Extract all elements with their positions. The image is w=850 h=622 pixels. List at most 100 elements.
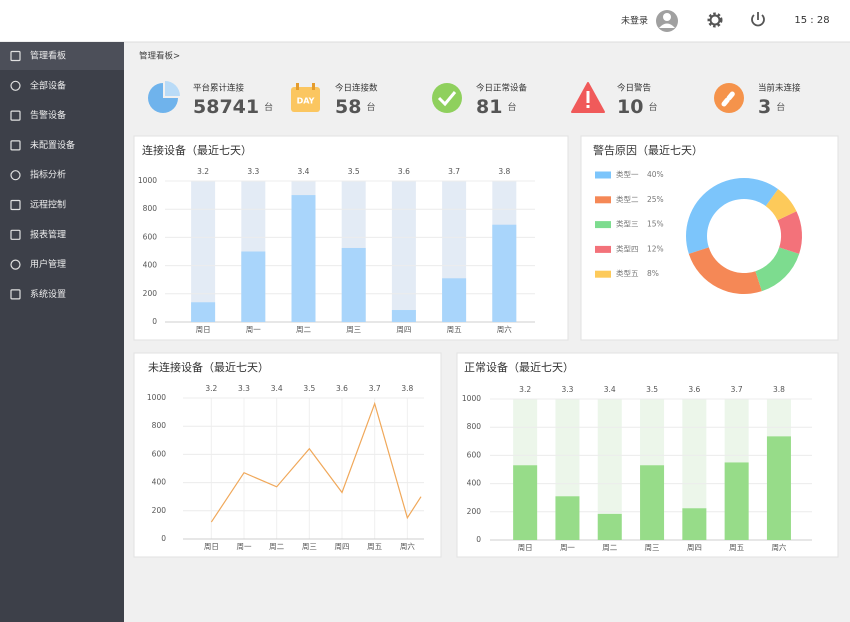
date-label: 3.4 (271, 384, 283, 393)
x-tick-label: 周一 (237, 542, 252, 551)
bar (724, 462, 749, 540)
breadcrumb: 管理看板> (139, 51, 180, 62)
svg-text:DAY: DAY (297, 97, 315, 106)
stat-icon-ok (432, 83, 462, 113)
date-label: 3.5 (348, 167, 360, 176)
nav-icon (10, 80, 21, 91)
date-label: 3.8 (498, 167, 510, 176)
y-tick-label: 1000 (462, 394, 481, 403)
nav-icon (10, 50, 21, 62)
nav-label: 报表管理 (30, 228, 66, 240)
x-tick-label: 周六 (497, 324, 512, 334)
stat-icon-connect (148, 81, 180, 113)
avatar[interactable] (656, 10, 678, 32)
legend-swatch (595, 245, 611, 253)
date-label: 3.8 (401, 384, 413, 393)
legend-value: 8% (647, 269, 659, 278)
settings-icon[interactable] (707, 12, 723, 28)
nav-item[interactable]: 未配置设备 (10, 139, 75, 151)
x-tick-label: 周一 (560, 543, 575, 552)
sidebar-active (0, 42, 124, 70)
y-tick-label: 400 (467, 479, 482, 488)
y-tick-label: 0 (161, 534, 166, 543)
stat-number: 58 (335, 96, 361, 118)
date-label: 3.3 (247, 167, 259, 176)
legend-label: 类型四 (616, 243, 639, 253)
nav-item[interactable]: 系统设置 (10, 288, 66, 300)
power-icon[interactable] (751, 12, 765, 27)
nav-icon (10, 199, 21, 211)
legend-swatch (595, 196, 611, 204)
nav-label: 全部设备 (30, 79, 66, 91)
chart-title: 警告原因（最近七天） (593, 143, 703, 157)
header (0, 0, 850, 42)
nav-item[interactable]: 用户管理 (10, 258, 66, 270)
y-tick-label: 0 (152, 317, 157, 326)
stat-value: 81 台 (476, 96, 516, 118)
legend-value: 15% (647, 220, 664, 229)
bar (341, 247, 366, 322)
legend-swatch (595, 221, 611, 229)
y-tick-label: 800 (467, 422, 482, 431)
x-tick-label: 周三 (645, 543, 660, 552)
bar (597, 513, 622, 540)
nav-item[interactable]: 告警设备 (10, 109, 66, 121)
stat-number: 58741 (193, 96, 259, 118)
y-tick-label: 400 (143, 261, 158, 270)
nav-item[interactable]: 全部设备 (10, 79, 66, 91)
date-label: 3.7 (369, 384, 381, 393)
nav-item[interactable]: 指标分析 (10, 169, 66, 181)
x-tick-label: 周三 (346, 325, 361, 334)
stat-icon-warning (571, 82, 605, 113)
date-label: 3.5 (303, 384, 315, 393)
x-tick-label: 周三 (302, 542, 317, 551)
stat-label: 当前未连接 (758, 83, 801, 94)
x-tick-label: 周二 (602, 543, 617, 552)
stat-value: 58 台 (335, 96, 375, 118)
bar (442, 278, 467, 322)
bar-track (391, 181, 416, 322)
chart-title: 连接设备（最近七天） (142, 143, 252, 157)
chart-title: 未连接设备（最近七天） (148, 360, 269, 374)
bar (513, 465, 538, 540)
legend-label: 类型五 (616, 268, 639, 278)
line (210, 401, 422, 523)
legend-label: 类型三 (616, 219, 639, 229)
pie-slice (686, 177, 779, 254)
nav-item[interactable]: 管理看板 (10, 50, 66, 62)
stat-number: 3 (758, 96, 771, 118)
nav-icon (10, 110, 21, 121)
date-label: 3.5 (646, 385, 658, 394)
x-tick-label: 周二 (296, 325, 311, 334)
nav-label: 未配置设备 (30, 139, 75, 151)
bar-track (191, 181, 216, 322)
stat-unit: 台 (648, 101, 657, 113)
login-status[interactable]: 未登录 (621, 15, 648, 27)
date-label: 3.3 (238, 384, 250, 393)
x-tick-label: 周四 (396, 325, 411, 334)
date-label: 3.7 (731, 385, 743, 394)
bar (492, 224, 517, 322)
pie-slice (765, 189, 797, 221)
y-tick-label: 200 (143, 289, 158, 298)
date-label: 3.3 (561, 385, 573, 394)
nav-label: 管理看板 (30, 50, 66, 62)
nav-item[interactable]: 报表管理 (10, 228, 66, 240)
chart-title: 正常设备（最近七天） (464, 360, 574, 374)
bar (241, 251, 266, 322)
legend-label: 类型一 (616, 169, 639, 179)
bar (191, 302, 216, 322)
x-tick-label: 周五 (729, 543, 744, 552)
stat-unit: 台 (776, 101, 785, 113)
stat-icon-calendar: DAY (291, 83, 320, 112)
x-tick-label: 周五 (447, 325, 462, 334)
bar (640, 465, 665, 540)
pie-slice (688, 247, 762, 294)
y-tick-label: 1000 (147, 393, 166, 402)
x-tick-label: 周日 (204, 542, 219, 551)
stat-number: 10 (617, 96, 643, 118)
stat-label: 平台累计连接 (193, 83, 245, 94)
date-label: 3.4 (604, 385, 616, 394)
nav-item[interactable]: 远程控制 (10, 199, 66, 211)
